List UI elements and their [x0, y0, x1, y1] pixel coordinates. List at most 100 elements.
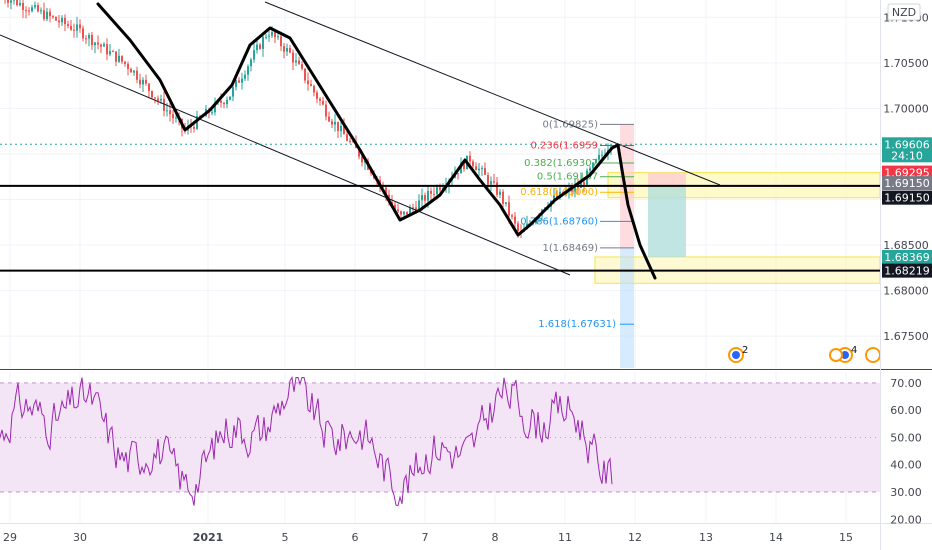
candle-body: [127, 63, 129, 69]
candle-body: [10, 0, 12, 3]
time-tick-label: 13: [699, 531, 713, 544]
time-tick-label: 8: [492, 531, 499, 544]
candle-body: [601, 154, 603, 156]
rsi-axis[interactable]: 70.00 60.00 50.00 40.00 30.00 20.00: [890, 377, 922, 526]
candle-body: [415, 207, 417, 211]
fib-level-label: 0.618(1.69000): [520, 187, 598, 198]
candle-body: [160, 98, 162, 101]
rsi-line: [0, 376, 613, 507]
candle-body: [475, 166, 477, 171]
price-tag: [882, 148, 932, 163]
candle-body: [502, 191, 504, 204]
candle-body: [151, 90, 153, 98]
candle-body: [295, 60, 297, 63]
candle-body: [229, 96, 231, 100]
candle-body: [85, 38, 87, 40]
candle-body: [304, 68, 306, 81]
candle-body: [220, 100, 222, 103]
candle-body: [169, 110, 171, 115]
candle-body: [25, 9, 27, 11]
currency-label: NZD: [892, 6, 916, 19]
candle-body: [139, 79, 141, 85]
candle-body: [157, 98, 159, 101]
candle-body: [457, 173, 459, 175]
time-tick-label: 2021: [193, 531, 224, 544]
price-tag-label: 1.68219: [884, 265, 930, 278]
candle-body: [91, 34, 93, 46]
candle-body: [478, 168, 480, 171]
trend-channel: [0, 1, 721, 276]
stop-loss-zone: [648, 172, 686, 186]
candle-body: [490, 181, 492, 185]
candle-body: [49, 11, 51, 17]
candle-body: [163, 98, 165, 111]
candle-body: [43, 10, 45, 20]
candle-body: [121, 55, 123, 62]
candle-body: [133, 70, 135, 73]
candle-body: [511, 215, 513, 217]
channel-lower-line: [0, 34, 571, 276]
candle-body: [115, 51, 117, 62]
candle-body: [493, 181, 495, 183]
time-tick-label: 5: [282, 531, 289, 544]
candle-body: [46, 11, 48, 20]
candle-body: [598, 155, 600, 160]
candle-body: [61, 17, 63, 23]
rsi-tick-label: 70.00: [890, 377, 922, 390]
candle-body: [271, 31, 273, 36]
currency-badge[interactable]: NZD: [887, 3, 921, 21]
candle-body: [259, 44, 261, 49]
candle-body: [118, 55, 120, 62]
rsi-band: [0, 382, 880, 492]
candle-body: [253, 50, 255, 60]
candle-body: [292, 52, 294, 63]
candle-body: [400, 211, 402, 215]
candle-body: [94, 42, 96, 46]
candle-body: [406, 211, 408, 215]
price-tag-label: 1.69150: [884, 192, 930, 205]
time-axis[interactable]: 29 30 2021 5 6 7 8 11 12 13 14 15: [3, 531, 853, 544]
price-tick-label: 1.70500: [883, 57, 929, 70]
price-tag-label: 1.69606: [884, 138, 930, 151]
candle-body: [556, 195, 558, 198]
candle-body: [112, 51, 114, 53]
candle-body: [58, 20, 60, 23]
candle-body: [223, 102, 225, 105]
candle-body: [88, 34, 90, 39]
price-tag-label: 24:10: [891, 149, 923, 162]
candle-body: [424, 195, 426, 201]
candle-body: [175, 117, 177, 119]
candle-body: [280, 36, 282, 47]
candle-body: [250, 59, 252, 67]
candle-body: [13, 0, 15, 1]
candle-body: [298, 60, 300, 65]
rsi-tick-label: 30.00: [890, 486, 922, 499]
fib-level-label: 0.5(1.69167: [537, 172, 598, 183]
rsi-tick-label: 20.00: [890, 513, 922, 526]
candle-body: [427, 190, 429, 201]
candle-body: [319, 98, 321, 101]
candle-body: [37, 5, 39, 12]
fib-level-label: 0(1.69825): [542, 119, 598, 130]
candle-body: [274, 31, 276, 38]
candle-body: [256, 44, 258, 51]
candle-body: [358, 148, 360, 157]
event-icon-globe: [732, 351, 740, 359]
candle-body: [421, 195, 423, 201]
candle-body: [106, 44, 108, 55]
fib-range-blue: [620, 247, 634, 368]
price-tag: [882, 249, 932, 264]
candle-body: [397, 209, 399, 212]
candle-body: [385, 187, 387, 195]
candle-body: [232, 87, 234, 97]
price-tag: [882, 190, 932, 205]
candle-body: [31, 7, 33, 12]
candle-body: [361, 156, 363, 163]
time-tick-label: 15: [839, 531, 853, 544]
price-tick-label: 1.68000: [883, 285, 929, 298]
price-tag: [882, 137, 932, 152]
candle-body: [19, 2, 21, 6]
candle-body: [268, 35, 270, 37]
